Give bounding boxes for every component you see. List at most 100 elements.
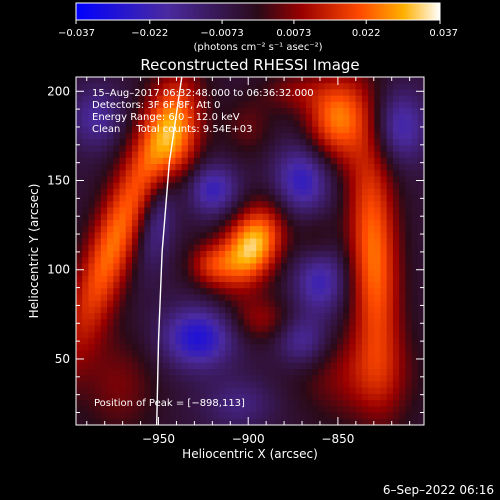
heatmap-cell bbox=[305, 226, 313, 233]
heatmap-cell bbox=[262, 338, 270, 345]
heatmap-cell bbox=[380, 201, 388, 209]
heatmap-cell bbox=[194, 108, 201, 115]
heatmap-cell bbox=[349, 344, 357, 352]
heatmap-cell bbox=[392, 188, 400, 196]
heatmap-cell bbox=[293, 400, 301, 407]
heatmap-cell bbox=[243, 319, 251, 327]
heatmap-cell bbox=[138, 114, 145, 122]
heatmap-cell bbox=[287, 101, 295, 109]
heatmap-cell bbox=[119, 300, 127, 308]
chart-title: Reconstructed RHESSI Image bbox=[140, 56, 359, 74]
heatmap-cell bbox=[368, 145, 375, 153]
heatmap-cell bbox=[274, 77, 282, 84]
heatmap-cell bbox=[318, 145, 326, 153]
heatmap-cell bbox=[324, 362, 332, 370]
heatmap-cell bbox=[411, 201, 419, 209]
heatmap-cell bbox=[144, 207, 152, 215]
heatmap-cell bbox=[200, 151, 208, 159]
heatmap-cell bbox=[318, 350, 326, 358]
heatmap-cell bbox=[299, 77, 307, 84]
heatmap-cell bbox=[405, 263, 413, 271]
heatmap-cell bbox=[380, 412, 388, 420]
heatmap-cell bbox=[243, 251, 251, 258]
heatmap-cell bbox=[206, 83, 214, 91]
heatmap-cell bbox=[206, 306, 214, 314]
heatmap-cell bbox=[100, 95, 108, 103]
heatmap-cell bbox=[349, 406, 357, 414]
heatmap-cell bbox=[144, 176, 152, 184]
heatmap-cell bbox=[243, 331, 251, 339]
heatmap-cell bbox=[274, 288, 282, 296]
heatmap-cell bbox=[349, 101, 357, 109]
heatmap-cell bbox=[175, 300, 183, 308]
heatmap-cell bbox=[107, 387, 114, 395]
heatmap-cell bbox=[392, 182, 400, 190]
heatmap-cell bbox=[156, 338, 164, 345]
heatmap-cell bbox=[305, 400, 313, 407]
heatmap-cell bbox=[144, 182, 152, 190]
heatmap-cell bbox=[181, 145, 189, 153]
heatmap-cell bbox=[88, 356, 96, 364]
heatmap-cell bbox=[243, 400, 251, 407]
heatmap-cell bbox=[119, 182, 127, 190]
heatmap-cell bbox=[175, 331, 183, 339]
heatmap-cell bbox=[330, 232, 338, 240]
heatmap-cell bbox=[386, 375, 394, 383]
heatmap-cell bbox=[94, 238, 102, 246]
heatmap-cell bbox=[324, 263, 332, 271]
heatmap-cell bbox=[355, 313, 363, 320]
heatmap-cell bbox=[417, 176, 424, 184]
heatmap-cell bbox=[287, 381, 295, 389]
heatmap-cell bbox=[88, 331, 96, 339]
heatmap-cell bbox=[324, 306, 332, 314]
heatmap-cell bbox=[243, 338, 251, 345]
heatmap-cell bbox=[100, 207, 108, 215]
heatmap-cell bbox=[349, 412, 357, 420]
heatmap-cell bbox=[94, 164, 102, 171]
heatmap-cell bbox=[187, 207, 195, 215]
heatmap-cell bbox=[144, 418, 152, 425]
heatmap-cell bbox=[231, 412, 239, 420]
heatmap-cell bbox=[243, 369, 251, 376]
heatmap-cell bbox=[169, 344, 177, 352]
heatmap-cell bbox=[163, 418, 170, 425]
heatmap-cell bbox=[100, 356, 108, 364]
heatmap-cell bbox=[274, 331, 282, 339]
heatmap-cell bbox=[194, 257, 201, 265]
heatmap-cell bbox=[250, 126, 257, 134]
heatmap-cell bbox=[374, 151, 382, 159]
heatmap-cell bbox=[82, 356, 90, 364]
heatmap-cell bbox=[181, 369, 189, 376]
heatmap-cell bbox=[318, 201, 326, 209]
heatmap-cell bbox=[349, 238, 357, 246]
heatmap-cell bbox=[200, 406, 208, 414]
heatmap-cell bbox=[163, 238, 170, 246]
heatmap-cell bbox=[405, 226, 413, 233]
heatmap-cell bbox=[150, 375, 158, 383]
y-tick-label: 150 bbox=[47, 174, 70, 188]
heatmap-cell bbox=[312, 369, 319, 376]
heatmap-cell bbox=[312, 294, 319, 302]
heatmap-cell bbox=[361, 412, 369, 420]
heatmap-cell bbox=[380, 381, 388, 389]
heatmap-cell bbox=[355, 232, 363, 240]
heatmap-cell bbox=[100, 145, 108, 153]
heatmap-cell bbox=[231, 369, 239, 376]
heatmap-cell bbox=[200, 350, 208, 358]
heatmap-cell bbox=[163, 83, 170, 91]
heatmap-cells bbox=[76, 77, 424, 425]
heatmap-cell bbox=[144, 387, 152, 395]
heatmap-cell bbox=[212, 176, 220, 184]
heatmap-cell bbox=[138, 362, 145, 370]
heatmap-cell bbox=[312, 145, 319, 153]
heatmap-cell bbox=[262, 313, 270, 320]
heatmap-cell bbox=[119, 170, 127, 178]
heatmap-cell bbox=[138, 251, 145, 258]
heatmap-cell bbox=[411, 375, 419, 383]
heatmap-cell bbox=[206, 331, 214, 339]
heatmap-cell bbox=[312, 170, 319, 178]
heatmap-cell bbox=[243, 294, 251, 302]
heatmap-cell bbox=[225, 132, 232, 140]
heatmap-cell bbox=[337, 226, 344, 233]
